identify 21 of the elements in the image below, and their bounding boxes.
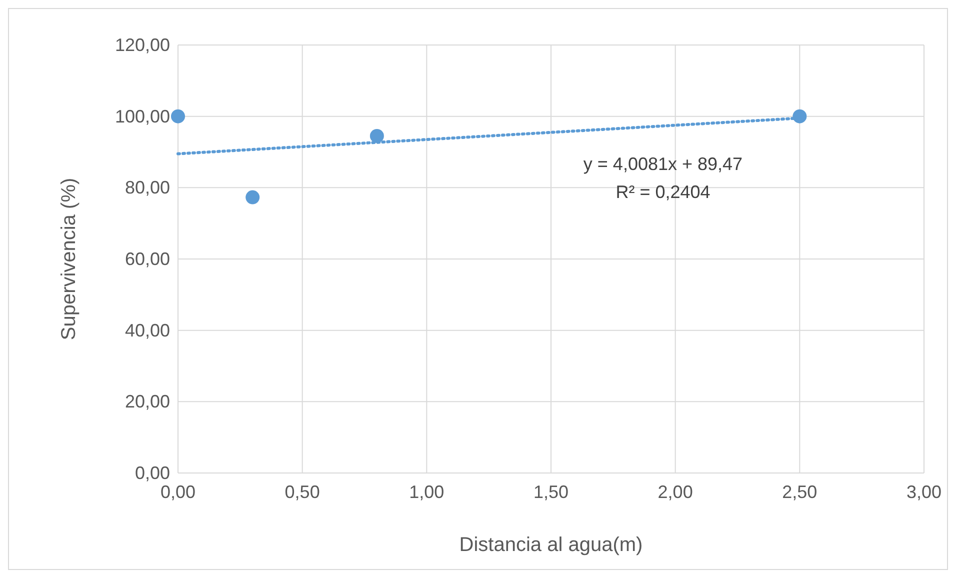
x-tick-label: 2,50 [782, 482, 818, 502]
y-tick-label: 60,00 [124, 249, 170, 269]
x-tick-label: 0,50 [284, 482, 320, 502]
y-tick-label: 0,00 [134, 463, 170, 483]
x-tick-label: 1,00 [409, 482, 444, 502]
x-tick-label: 0,00 [160, 482, 196, 502]
y-tick-label: 20,00 [124, 392, 170, 412]
annotation: y = 4,0081x + 89,47 [583, 154, 743, 174]
y-tick-label: 40,00 [124, 320, 170, 340]
annotation: R² = 0,2404 [616, 182, 710, 202]
x-tick-label: 2,00 [658, 482, 693, 502]
point [171, 109, 185, 124]
y-tick-label: 120,00 [114, 35, 170, 55]
y-axis-title: Supervivencia (%) [58, 178, 80, 340]
point [370, 128, 384, 143]
x-tick-label: 3,00 [906, 482, 942, 502]
x-tick-label: 1,50 [533, 482, 569, 502]
point [246, 190, 260, 204]
x-axis-title: Distancia al agua(m) [459, 534, 643, 556]
y-tick-label: 80,00 [124, 178, 170, 198]
y-tick-label: 100,00 [114, 106, 170, 126]
